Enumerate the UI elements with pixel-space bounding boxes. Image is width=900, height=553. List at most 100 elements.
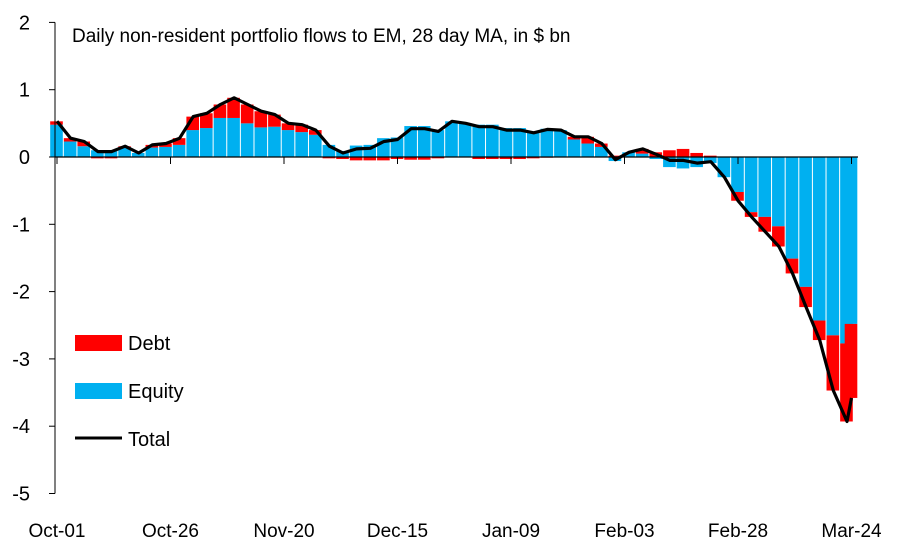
- equity-bar: [91, 150, 104, 157]
- y-tick-label: -2: [12, 282, 30, 304]
- legend-swatch-debt: [75, 335, 122, 351]
- debt-bar: [581, 136, 594, 144]
- debt-bar: [472, 157, 486, 160]
- debt-bar: [91, 157, 104, 159]
- equity-bar: [676, 157, 690, 169]
- y-tick-label: -3: [12, 349, 30, 371]
- debt-bar: [240, 104, 254, 124]
- equity-bar: [799, 157, 812, 287]
- equity-bar: [431, 130, 445, 157]
- debt-bar: [731, 191, 744, 201]
- debt-bar: [703, 155, 717, 157]
- equity-bar: [622, 152, 635, 157]
- equity-bar: [254, 127, 268, 157]
- equity-bar: [526, 131, 540, 157]
- y-tick-label: -4: [12, 416, 30, 438]
- equity-bar: [118, 146, 131, 157]
- bars-layer: [50, 97, 858, 422]
- equity-bar: [744, 157, 758, 213]
- equity-bar: [703, 157, 717, 164]
- equity-bar: [131, 152, 145, 157]
- equity-bar: [731, 157, 744, 192]
- equity-bar: [172, 144, 186, 157]
- debt-bar: [281, 123, 295, 131]
- equity-bar: [758, 157, 772, 217]
- debt-bar: [77, 141, 91, 147]
- x-tick-label: Feb-28: [708, 521, 768, 542]
- equity-bar: [772, 157, 785, 227]
- x-tick-label: Nov-20: [253, 521, 314, 542]
- debt-bar: [486, 157, 499, 160]
- debt-bar: [377, 157, 390, 161]
- x-tick-label: Mar-24: [821, 521, 882, 542]
- equity-bar: [159, 146, 172, 157]
- equity-bar: [77, 146, 91, 157]
- debt-bar: [785, 258, 799, 274]
- equity-bar: [458, 123, 472, 157]
- equity-bar: [308, 134, 322, 157]
- equity-bar: [349, 145, 363, 157]
- x-tick-label: Oct-26: [142, 521, 199, 542]
- y-tick-label: 2: [19, 12, 30, 34]
- equity-bar: [826, 157, 840, 336]
- y-tick-label: 1: [19, 80, 30, 102]
- debt-bar: [63, 138, 77, 142]
- equity-bar: [567, 139, 581, 157]
- debt-bar: [254, 111, 268, 128]
- total-line: [55, 96, 854, 424]
- equity-bar: [663, 157, 676, 168]
- x-tick-label: Feb-03: [594, 521, 654, 542]
- equity-bar: [417, 126, 431, 157]
- debt-bar: [608, 155, 622, 157]
- equity-bar: [390, 137, 404, 157]
- legend-label-equity: Equity: [128, 381, 184, 403]
- equity-bar: [200, 128, 213, 157]
- legend-swatch-equity: [75, 383, 122, 399]
- x-tick-label: Dec-15: [367, 521, 428, 542]
- equity-bar: [227, 117, 240, 157]
- debt-bar: [322, 157, 336, 159]
- debt-bar: [676, 148, 690, 157]
- legend-label-total: Total: [128, 429, 170, 451]
- debt-bar: [159, 143, 172, 147]
- equity-bar: [186, 130, 200, 157]
- y-tick-label: 0: [19, 147, 30, 169]
- debt-bar: [663, 150, 676, 157]
- debt-bar: [404, 157, 417, 160]
- equity-bar: [445, 121, 458, 157]
- debt-bar: [308, 130, 322, 135]
- legend: Debt Equity Total: [75, 333, 184, 451]
- y-tick-label: -5: [12, 484, 30, 506]
- y-tick-label: -1: [12, 214, 30, 236]
- chart-title: Daily non-resident portfolio flows to EM…: [72, 26, 570, 47]
- equity-bar: [295, 132, 308, 157]
- x-tick-label: Oct-01: [28, 521, 85, 542]
- equity-bar: [486, 124, 499, 157]
- equity-bar: [50, 124, 63, 157]
- equity-bar: [635, 153, 649, 157]
- equity-bar: [513, 128, 526, 157]
- equity-bar: [240, 123, 254, 157]
- equity-bar: [145, 147, 159, 157]
- equity-bar: [581, 143, 594, 157]
- equity-bar: [281, 130, 295, 157]
- equity-bar: [844, 157, 858, 324]
- equity-bar: [812, 157, 826, 321]
- equity-bar: [63, 141, 77, 157]
- debt-bar: [513, 157, 526, 160]
- equity-bar: [785, 157, 799, 259]
- debt-bar: [349, 157, 363, 161]
- debt-bar: [635, 148, 649, 154]
- equity-bar: [717, 157, 731, 178]
- axes: 2 1 0 -1 -2 -3 -4 -5 Oct-01 Oct-26 Nov-20 Dec-15 Jan…: [12, 12, 882, 542]
- debt-bar: [104, 157, 118, 159]
- equity-bar: [213, 117, 227, 157]
- debt-bar: [227, 97, 240, 118]
- debt-bar: [417, 157, 431, 160]
- equity-bar: [499, 128, 513, 157]
- equity-bar: [104, 150, 118, 157]
- debt-bar: [826, 335, 840, 391]
- equity-bar: [540, 128, 554, 157]
- x-tick-label: Jan-09: [482, 521, 540, 542]
